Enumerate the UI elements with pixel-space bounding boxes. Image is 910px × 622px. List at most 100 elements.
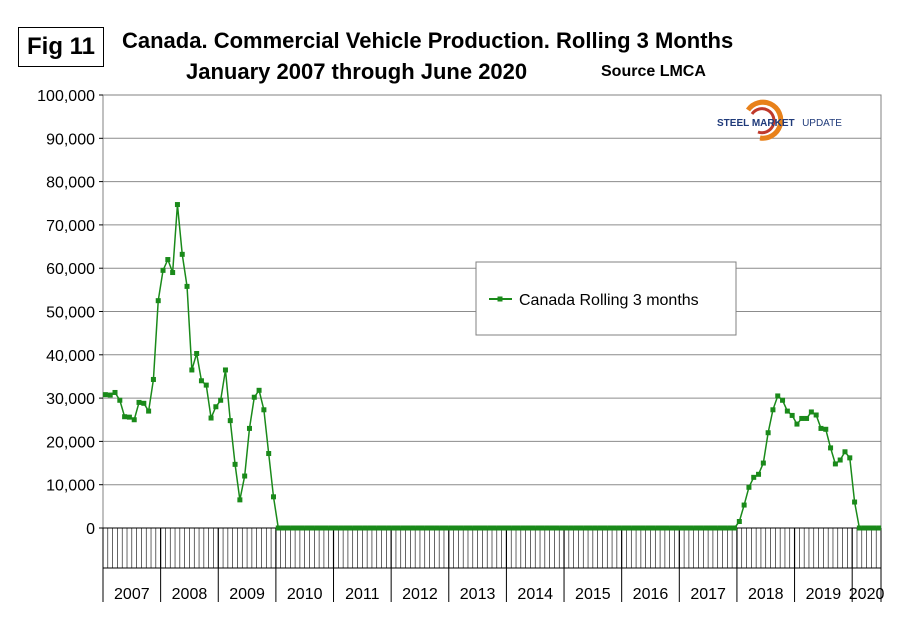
data-point [539, 525, 545, 531]
y-tick-label: 50,000 [46, 305, 95, 322]
data-point [520, 525, 526, 531]
y-tick-label: 60,000 [46, 261, 95, 278]
data-point [314, 525, 320, 531]
data-point [150, 376, 156, 382]
data-point [323, 525, 329, 531]
data-point [611, 525, 617, 531]
data-point [352, 525, 358, 531]
x-tick-label: 2017 [690, 586, 726, 603]
data-point [876, 525, 882, 531]
data-point [655, 525, 661, 531]
data-point [607, 525, 613, 531]
data-point [328, 525, 334, 531]
data-point [237, 497, 243, 503]
data-point [746, 484, 752, 490]
x-tick-label: 2013 [460, 586, 496, 603]
data-point [717, 525, 723, 531]
data-point [275, 525, 281, 531]
data-point [126, 414, 132, 420]
x-tick-label: 2009 [229, 586, 265, 603]
data-point [693, 525, 699, 531]
data-point [246, 425, 252, 431]
data-point [410, 525, 416, 531]
data-point [635, 525, 641, 531]
data-point [443, 525, 449, 531]
data-point [664, 525, 670, 531]
data-point [467, 525, 473, 531]
y-tick-label: 100,000 [37, 88, 95, 105]
data-point [266, 451, 272, 457]
data-point [496, 525, 502, 531]
x-tick-label: 2008 [172, 586, 208, 603]
data-point [544, 525, 550, 531]
data-point [626, 525, 632, 531]
data-point [299, 525, 305, 531]
data-point [487, 525, 493, 531]
data-point [491, 525, 497, 531]
legend-box [475, 261, 737, 336]
data-point [453, 525, 459, 531]
data-point [400, 525, 406, 531]
logo-text-bold: STEEL MARKET [717, 118, 795, 129]
data-point [871, 525, 877, 531]
data-point [333, 525, 339, 531]
data-point [357, 525, 363, 531]
data-point [280, 525, 286, 531]
data-point [222, 367, 228, 373]
chart-source: Source LMCA [601, 63, 706, 80]
data-point [645, 525, 651, 531]
data-point [823, 426, 829, 432]
data-point [218, 397, 224, 403]
data-point [554, 525, 560, 531]
x-tick-label: 2012 [402, 586, 438, 603]
data-point [789, 412, 795, 418]
data-point [621, 525, 627, 531]
chart-title-line1: Canada. Commercial Vehicle Production. R… [122, 28, 734, 53]
data-point [290, 525, 296, 531]
data-point [698, 525, 704, 531]
x-tick-label: 2018 [748, 586, 784, 603]
data-point [784, 408, 790, 414]
data-point [818, 425, 824, 431]
y-tick-label: 30,000 [46, 391, 95, 408]
data-point [319, 525, 325, 531]
logo-swoosh-inner-icon [750, 107, 776, 135]
data-point [198, 378, 204, 384]
data-point [117, 397, 123, 403]
data-point [847, 455, 853, 461]
chart-title-line2: January 2007 through June 2020 [186, 59, 528, 84]
data-point [732, 525, 738, 531]
x-tick-label: 2020 [849, 586, 885, 603]
data-point [304, 525, 310, 531]
data-point [688, 525, 694, 531]
y-tick-label: 70,000 [46, 218, 95, 235]
data-point [367, 525, 373, 531]
x-tick-label: 2016 [633, 586, 669, 603]
data-point [107, 392, 113, 398]
data-point [515, 525, 521, 531]
data-point [573, 525, 579, 531]
y-tick-label: 10,000 [46, 478, 95, 495]
data-point [563, 525, 569, 531]
data-point [136, 399, 142, 405]
data-point [122, 414, 128, 420]
logo-text-light: UPDATE [802, 118, 842, 129]
logo-text: STEEL MARKET UPDATE [717, 113, 842, 130]
data-point [727, 525, 733, 531]
x-axis: 2007 2008 2009 2010 2011 2012 2013 2014 2015 2016… [102, 527, 885, 603]
data-point [251, 394, 257, 400]
data-point [227, 418, 233, 424]
data-point [501, 525, 507, 531]
data-point [160, 267, 166, 273]
logo-swoosh-icon [745, 99, 784, 141]
series-canada-rolling-3-months [102, 202, 882, 531]
data-point [405, 525, 411, 531]
data-point [208, 415, 214, 421]
y-tick-label: 40,000 [46, 348, 95, 365]
data-point [568, 525, 574, 531]
data-point [765, 430, 771, 436]
data-point [559, 525, 565, 531]
data-point [650, 525, 656, 531]
data-point [256, 387, 262, 393]
data-point [583, 525, 589, 531]
